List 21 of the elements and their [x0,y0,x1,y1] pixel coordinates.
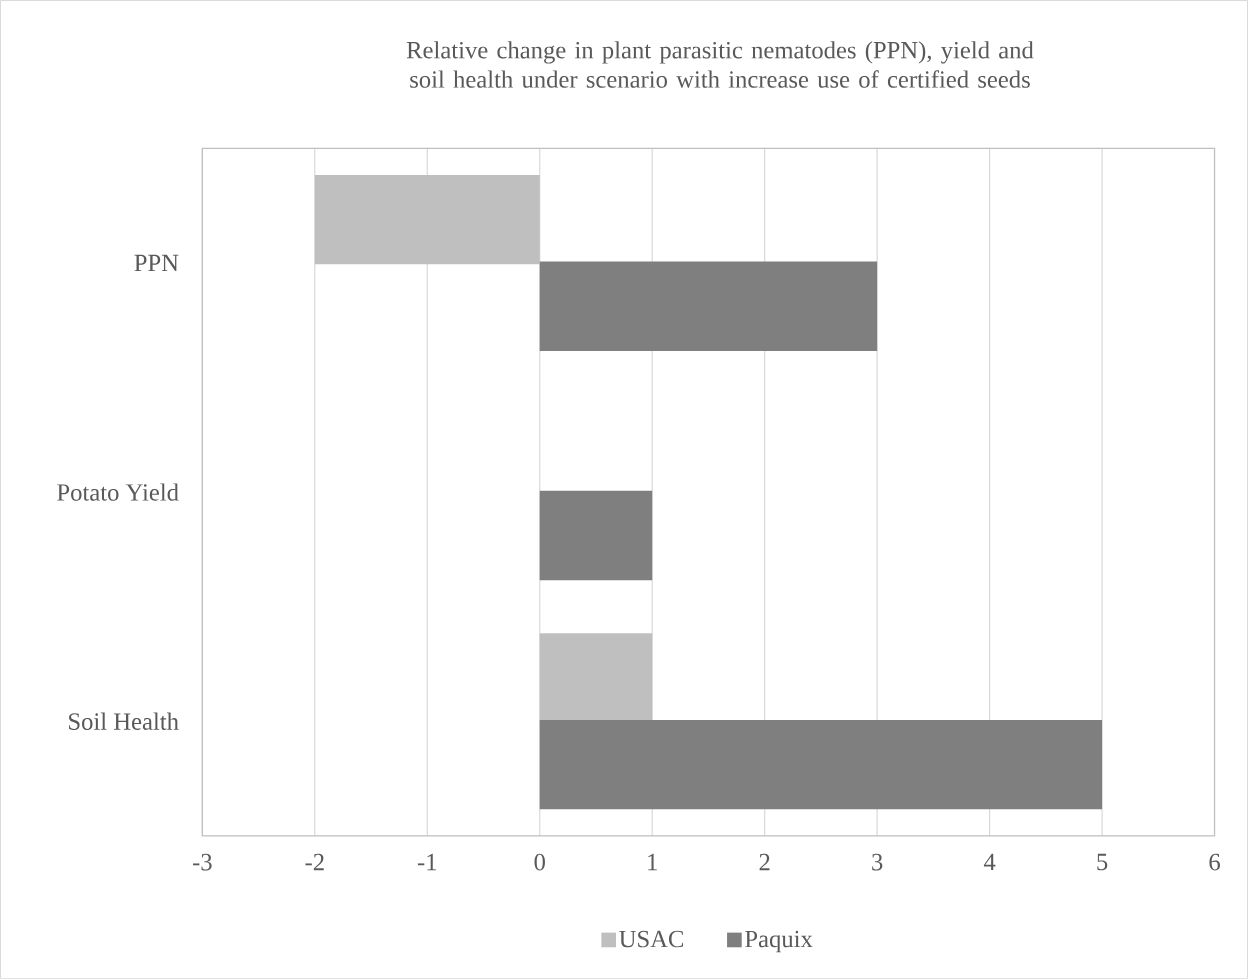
x-tick-label: 3 [872,853,883,871]
legend-label: Paquix [745,930,813,953]
y-tick-label: Soil Health [69,712,179,730]
x-tick-label: 1 [648,853,657,871]
bar [539,633,653,723]
x-tick-label: 2 [759,853,770,871]
x-tick-label: -1 [417,853,437,871]
legend-label: USAC [619,930,684,948]
x-tick-label: -2 [305,853,324,871]
x-tick-label: 0 [534,853,545,871]
bar [539,261,878,351]
x-tick-label: 4 [983,853,996,870]
bar [539,719,1103,810]
bar [539,490,653,581]
chart-title: Relative change in plant parasitic nematodes (PPN), yield and soil health under scenario with increase use of certified seeds [406,41,1034,88]
bar [314,174,540,265]
y-tick-label: PPN [134,254,179,271]
x-tick-label: -3 [192,853,212,871]
y-tick-label: Potato Yield [57,483,179,501]
x-tick-label: 5 [1097,853,1108,871]
x-tick-label: 6 [1209,853,1220,871]
